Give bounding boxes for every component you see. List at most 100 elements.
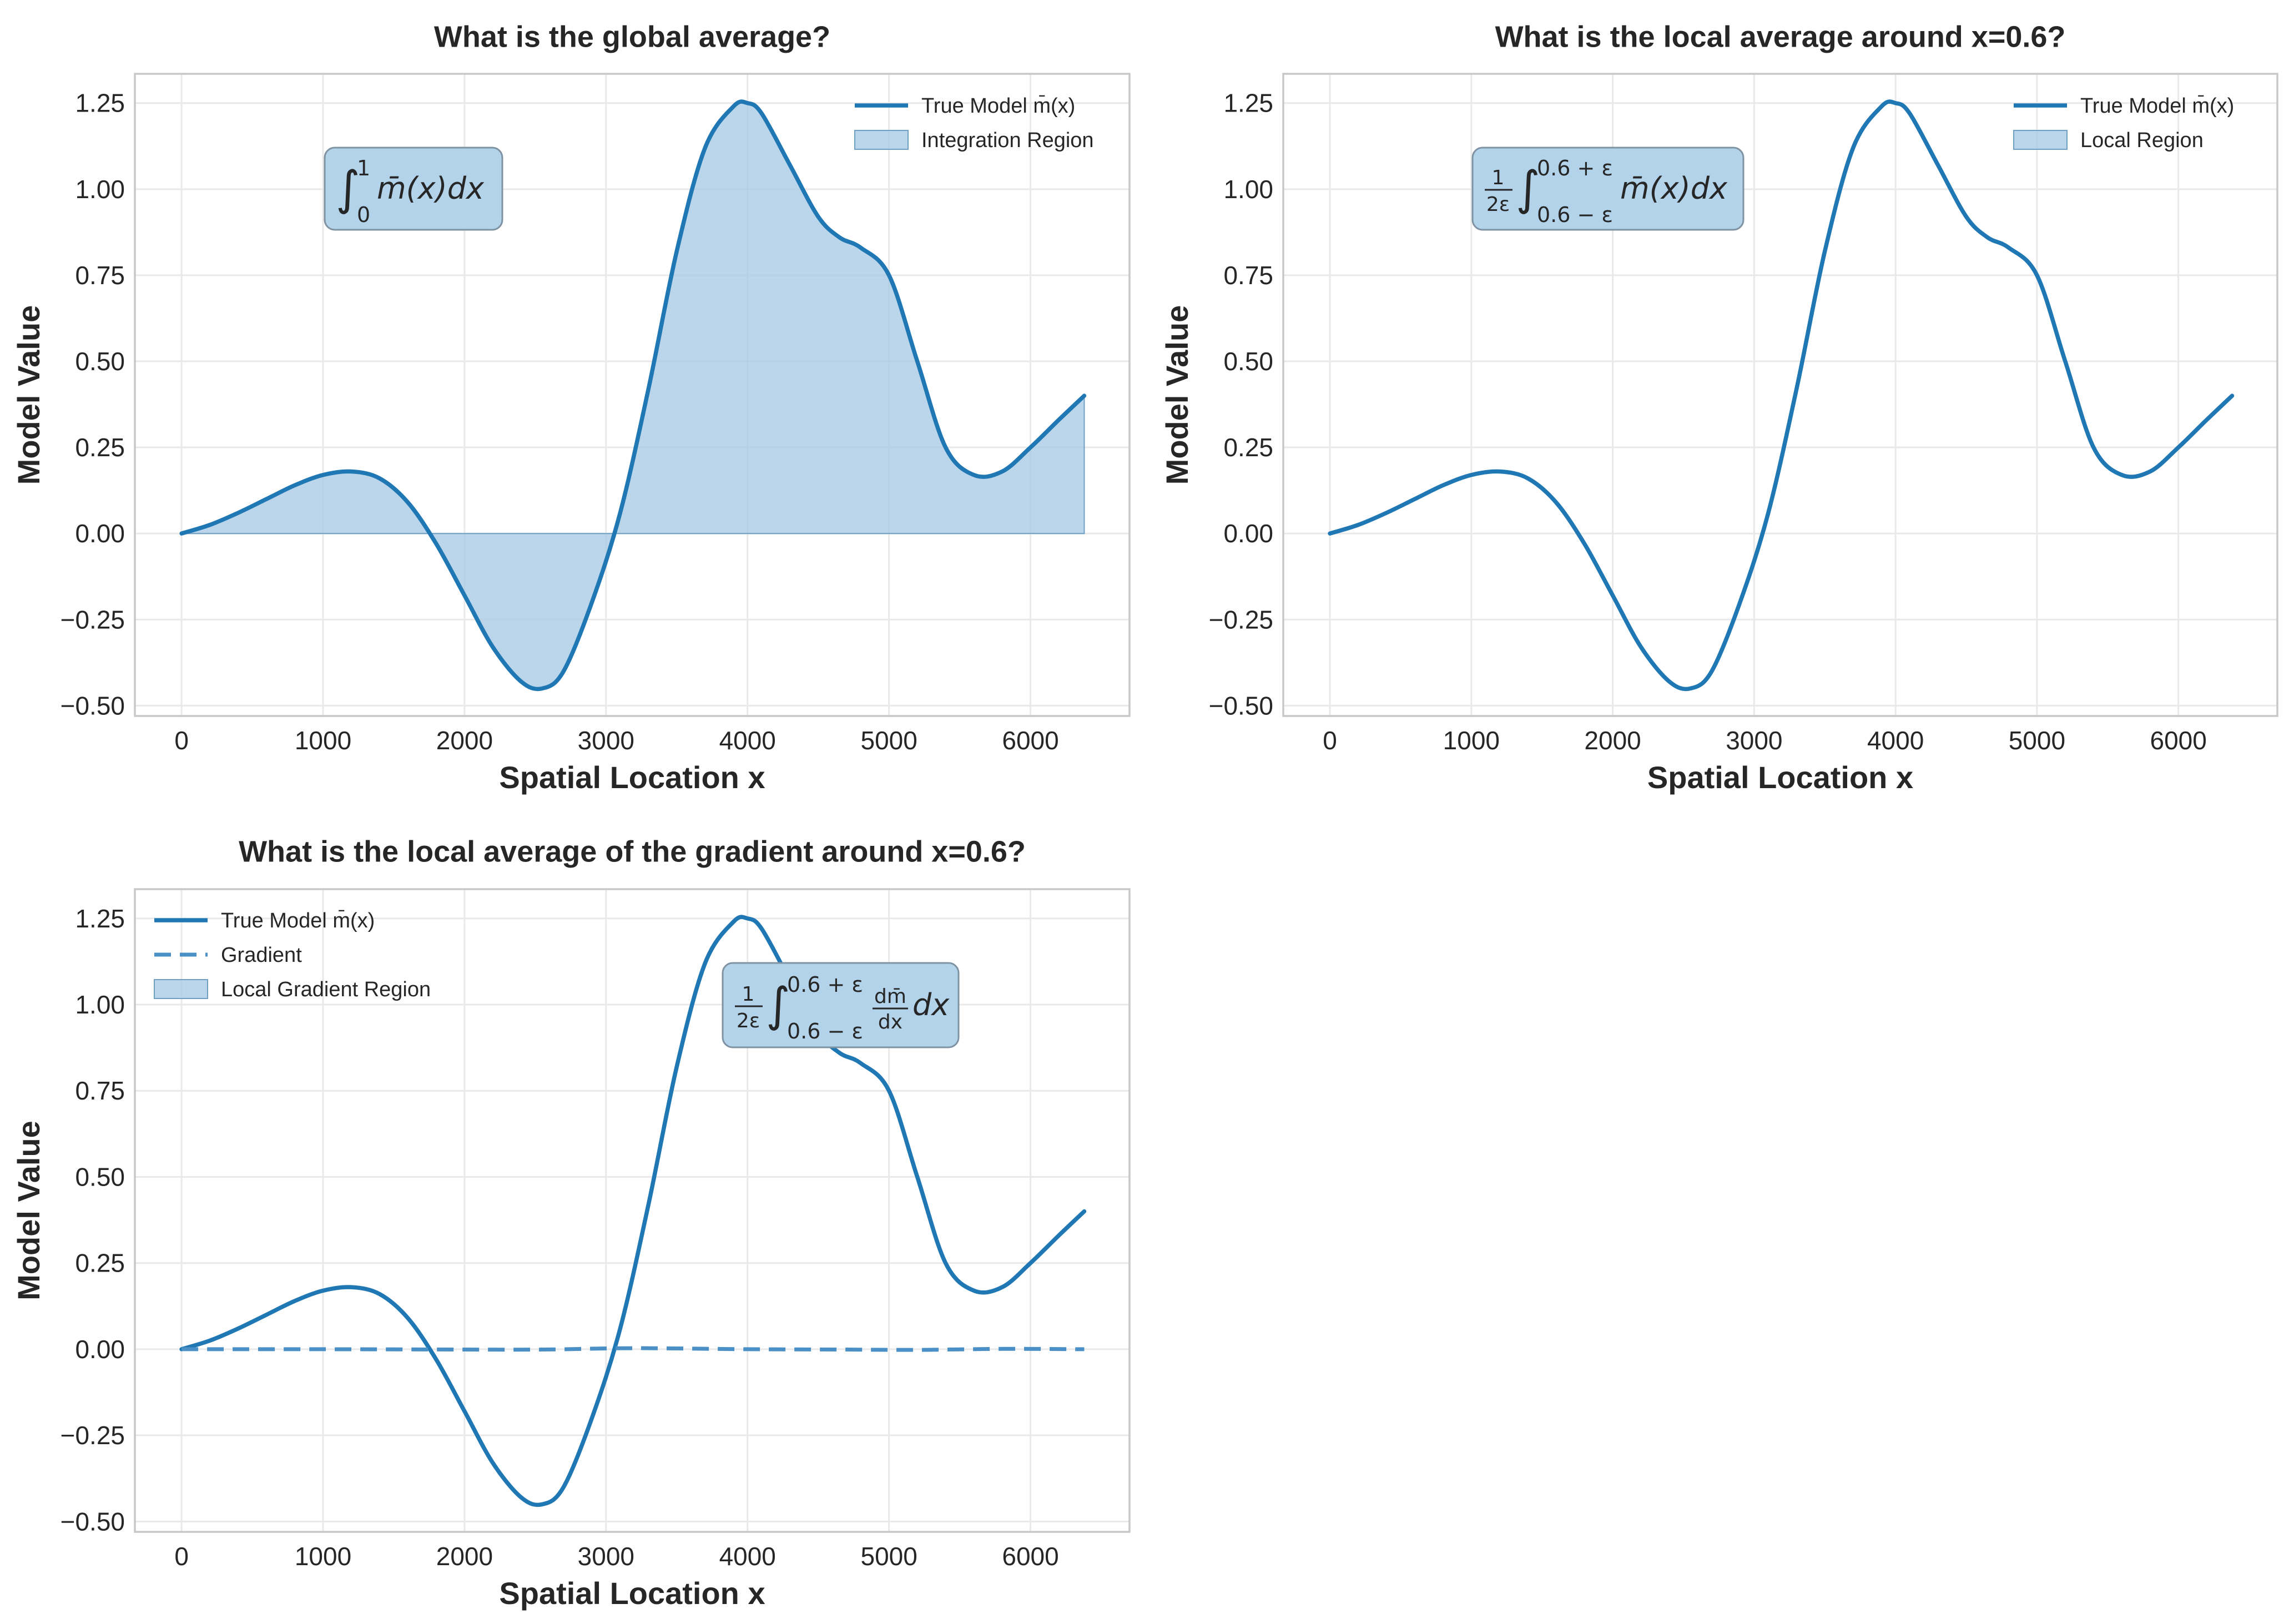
x-tick-label: 3000 — [578, 1542, 634, 1571]
y-tick-label: 0.50 — [75, 1162, 125, 1191]
chart-panel-2: What is the local average around x=0.6? 0… — [1159, 20, 2278, 795]
x-tick-label: 1000 — [295, 1542, 351, 1571]
y-tick-label: 0.25 — [1223, 433, 1273, 462]
y-tick-label: 0.00 — [75, 519, 125, 548]
legend: True Model m̄(x) Gradient Local Gradient R… — [154, 909, 431, 1001]
integrand: m̄(x)dx — [1620, 171, 1728, 206]
y-axis-label: Model Value — [1159, 305, 1194, 485]
formula-box — [722, 962, 960, 1048]
x-tick-label: 5000 — [860, 726, 917, 755]
legend-patch-swatch — [2013, 130, 2068, 150]
x-tick-label: 4000 — [719, 726, 776, 755]
formula-box — [324, 147, 503, 231]
integral-upper-limit: 0.6 + ε — [787, 972, 863, 997]
chart-panel-3: What is the local average of the gradien… — [11, 835, 1131, 1611]
y-tick-label: 1.00 — [75, 990, 125, 1019]
x-tick-label: 5000 — [860, 1542, 917, 1571]
model-series-line — [179, 99, 1087, 692]
integral-lower-limit: 0.6 − ε — [1537, 203, 1613, 227]
x-tick-label: 2000 — [1584, 726, 1641, 755]
y-tick-label: 1.00 — [75, 175, 125, 204]
y-tick-label: −0.50 — [60, 691, 125, 720]
x-tick-label: 4000 — [719, 1542, 776, 1571]
y-tick-label: −0.25 — [60, 605, 125, 634]
y-tick-label: 1.25 — [75, 89, 125, 118]
chart-title: What is the local average of the gradien… — [239, 835, 1026, 868]
formula-fraction-denominator: 2ε — [737, 1010, 760, 1032]
chart-title: What is the local average around x=0.6? — [1495, 20, 2066, 53]
y-tick-label: 0.00 — [1223, 519, 1273, 548]
formula-annotation: ∫1 0 m̄(x)dx — [324, 147, 503, 231]
x-tick-label: 3000 — [1726, 726, 1782, 755]
x-tick-label: 3000 — [578, 726, 634, 755]
y-tick-label: −0.25 — [1209, 605, 1273, 634]
y-tick-label: 0.50 — [1223, 347, 1273, 376]
y-tick-label: 1.25 — [1223, 89, 1273, 118]
formula-box — [1471, 147, 1745, 231]
plot-frame — [1282, 73, 2278, 717]
legend-label: Local Gradient Region — [221, 978, 431, 1001]
derivative-numerator: dm̄ — [874, 985, 906, 1008]
legend-label: True Model m̄(x) — [221, 909, 375, 932]
x-tick-label: 0 — [174, 1542, 189, 1571]
y-tick-label: 0.75 — [75, 1076, 125, 1105]
integrand: m̄(x)dx — [377, 171, 485, 206]
y-tick-label: 0.25 — [75, 1249, 125, 1278]
legend-label: True Model m̄(x) — [921, 94, 1075, 118]
x-axis-label: Spatial Location x — [499, 760, 765, 795]
legend-label: Local Region — [2080, 129, 2204, 152]
x-tick-label: 4000 — [1867, 726, 1924, 755]
integral-sign: ∫ — [1516, 161, 1540, 215]
gridlines — [1283, 74, 2277, 716]
y-tick-label: 1.00 — [1223, 175, 1273, 204]
integral-sign: ∫ — [766, 977, 790, 1032]
y-tick-label: 0.50 — [75, 347, 125, 376]
y-tick-label: 0.25 — [75, 433, 125, 462]
y-tick-label: −0.25 — [60, 1421, 125, 1450]
model-series-line — [179, 915, 1087, 1507]
formula-fraction-denominator: 2ε — [1486, 193, 1510, 216]
y-tick-label: 0.75 — [1223, 261, 1273, 290]
legend-label: True Model m̄(x) — [2080, 94, 2234, 118]
chart-panel-1: What is the global average? 0 1000 2000 3000… — [11, 20, 1131, 795]
legend-patch-swatch — [154, 979, 208, 999]
x-tick-label: 1000 — [1443, 726, 1500, 755]
integral-lower-limit: 0 — [357, 203, 370, 227]
x-tick-label: 0 — [1323, 726, 1337, 755]
legend-label: Integration Region — [921, 129, 1094, 152]
formula-fraction-numerator: 1 — [1492, 167, 1505, 189]
integral-lower-limit: 0.6 − ε — [787, 1019, 863, 1043]
y-axis-label: Model Value — [11, 1121, 46, 1300]
x-axis-label: Spatial Location x — [499, 1576, 765, 1611]
formula-annotation: 1 2ε ∫0.6 + ε 0.6 − ε m̄(x)dx — [1471, 147, 1745, 231]
legend: True Model m̄(x) Integration Region — [854, 94, 1094, 152]
x-tick-label: 5000 — [2009, 726, 2065, 755]
formula-fraction-numerator: 1 — [742, 983, 755, 1006]
gridlines — [135, 74, 1130, 716]
y-tick-label: −0.50 — [60, 1507, 125, 1536]
x-tick-label: 2000 — [436, 726, 493, 755]
legend-label: Gradient — [221, 944, 302, 967]
formula-annotation: 1 2ε ∫0.6 + ε 0.6 − ε dm̄ dx dx — [722, 962, 960, 1048]
y-tick-label: −0.50 — [1209, 691, 1273, 720]
integral-upper-limit: 1 — [357, 156, 370, 180]
chart-title: What is the global average? — [434, 20, 830, 53]
x-tick-label: 2000 — [436, 1542, 493, 1571]
x-tick-label: 6000 — [1002, 1542, 1058, 1571]
integral-upper-limit: 0.6 + ε — [1537, 156, 1613, 180]
legend: True Model m̄(x) Local Region — [2013, 94, 2234, 152]
x-tick-label: 6000 — [2150, 726, 2206, 755]
integral-sign: ∫ — [336, 161, 360, 215]
plot-frame — [134, 888, 1131, 1533]
x-axis-label: Spatial Location x — [1647, 760, 1913, 795]
y-tick-label: 1.25 — [75, 904, 125, 933]
y-axis-label: Model Value — [11, 305, 46, 485]
x-tick-label: 6000 — [1002, 726, 1058, 755]
derivative-denominator: dx — [878, 1011, 903, 1033]
gradient-series-line — [181, 1346, 1085, 1352]
y-tick-label: 0.75 — [75, 261, 125, 290]
y-tick-label: 0.00 — [75, 1335, 125, 1364]
integrand: dx — [912, 987, 950, 1022]
plot-frame — [134, 73, 1131, 717]
x-tick-label: 0 — [174, 726, 189, 755]
